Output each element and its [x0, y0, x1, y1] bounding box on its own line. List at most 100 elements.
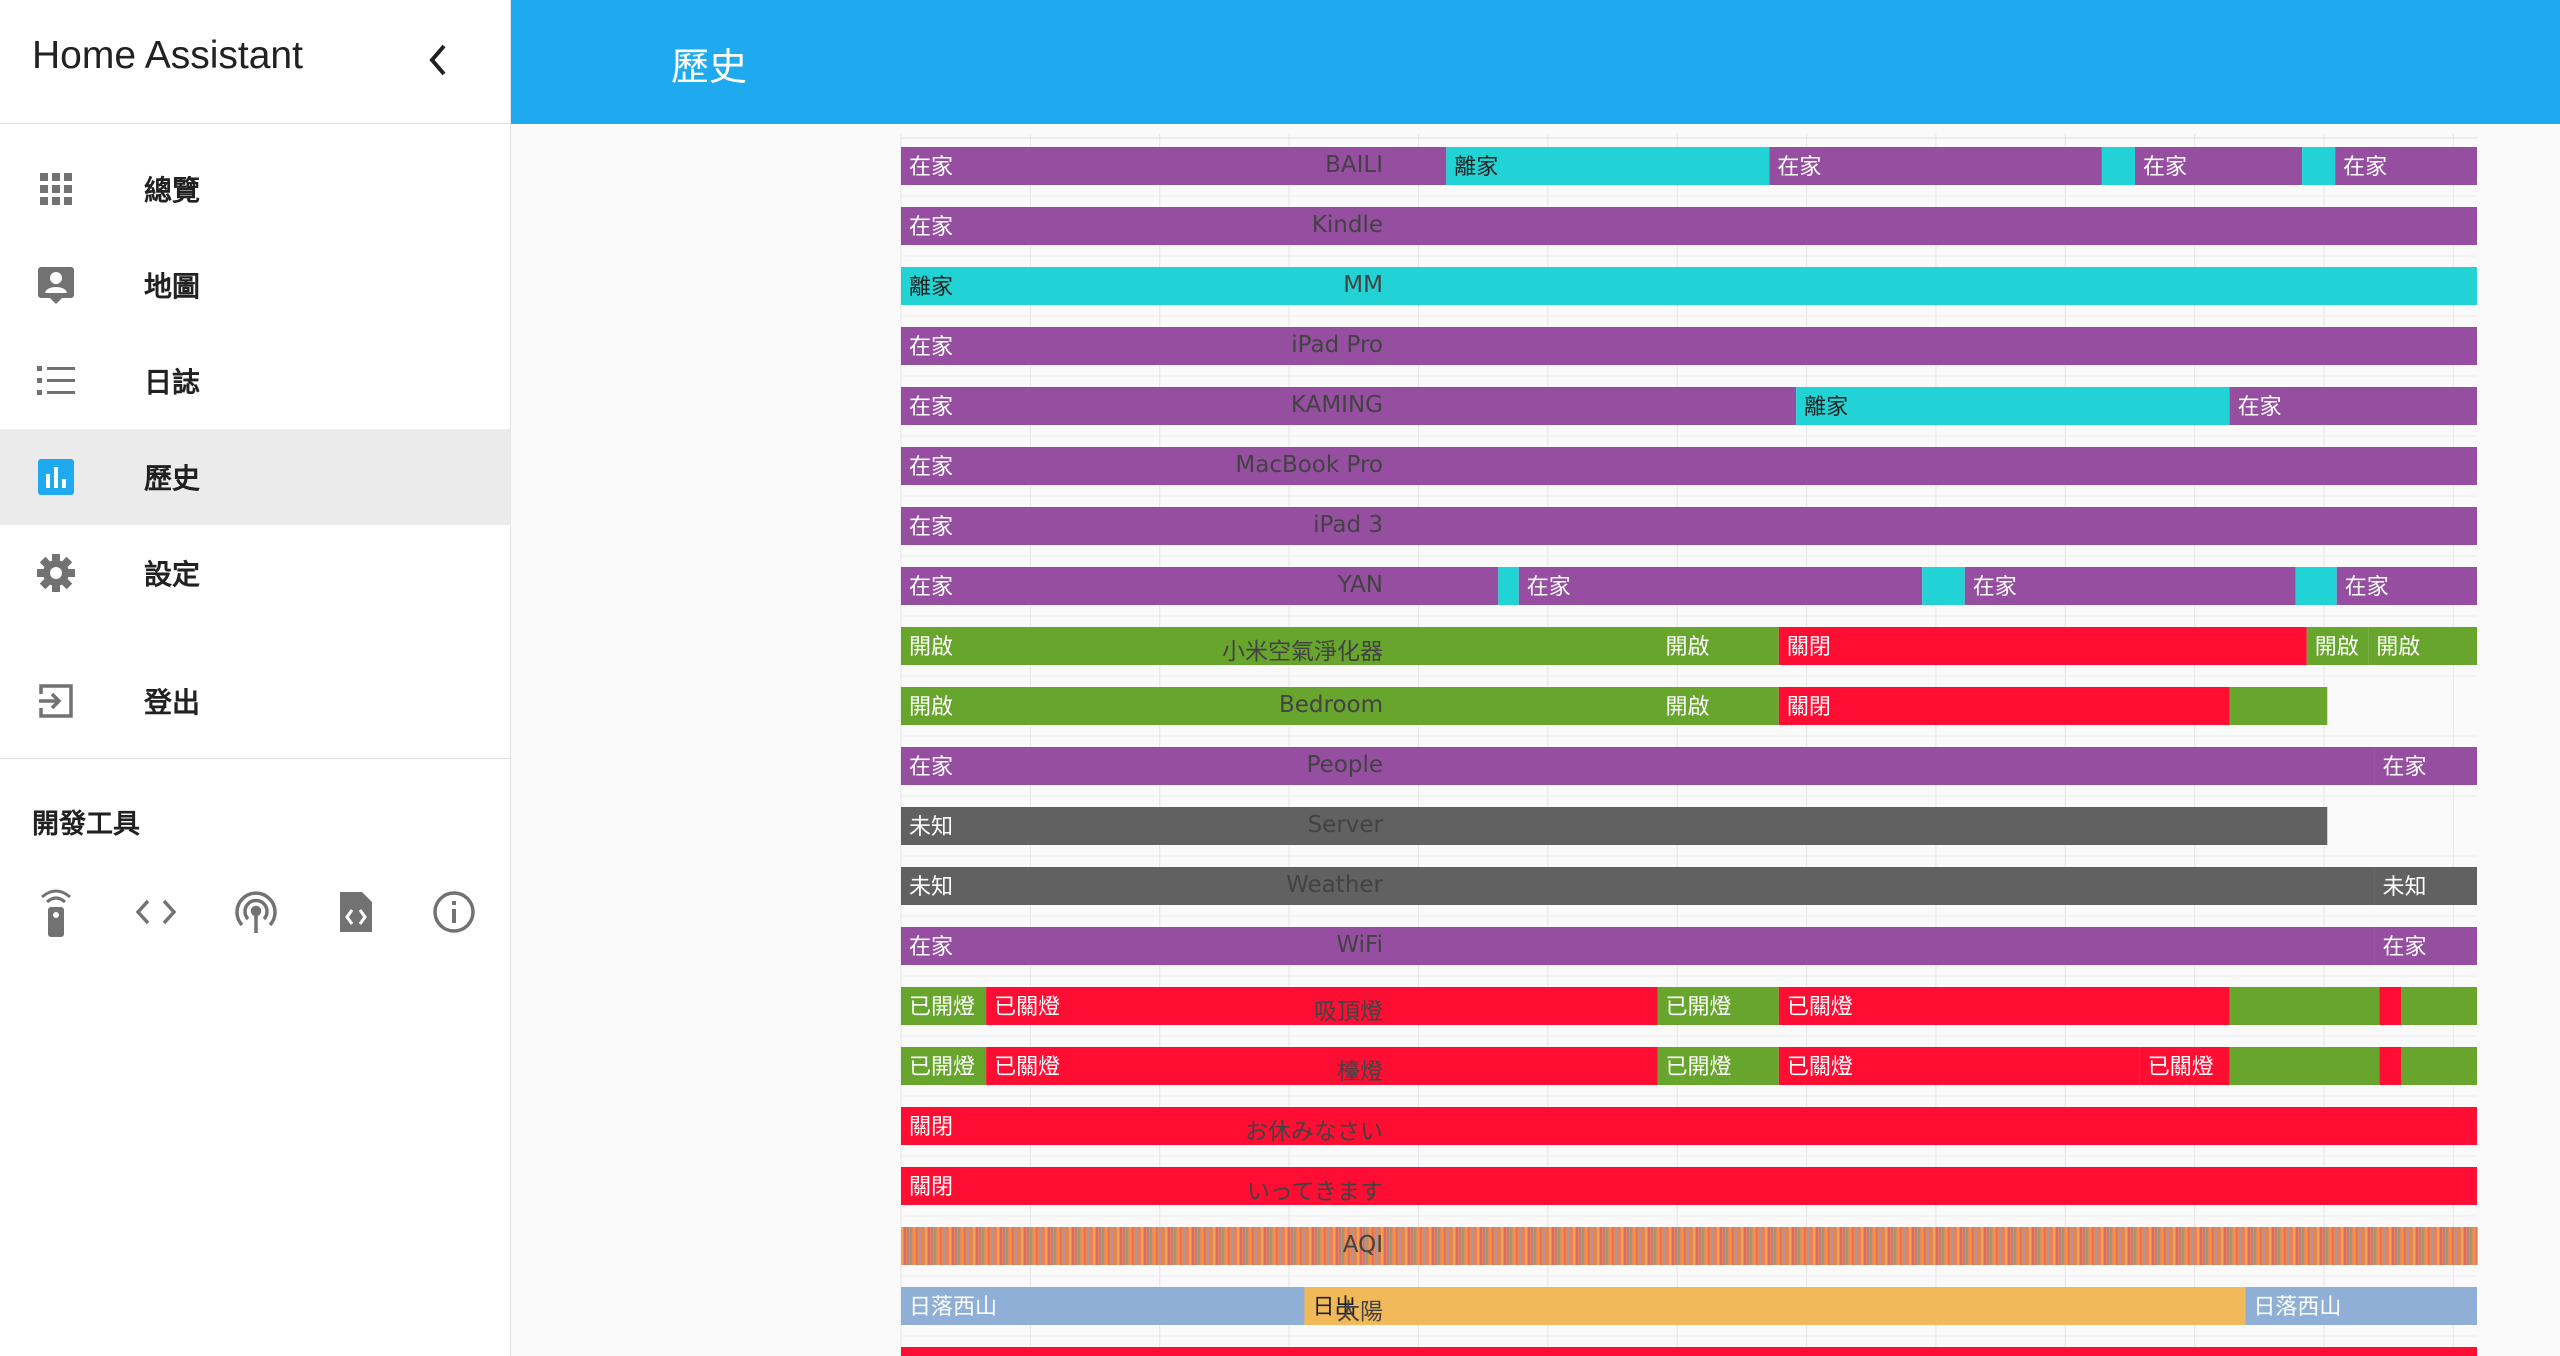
timeline-segment[interactable] — [2101, 147, 2136, 185]
timeline-segment[interactable] — [986, 1047, 1658, 1085]
timeline-segment[interactable] — [2335, 147, 2477, 185]
timeline-segment[interactable] — [1657, 687, 1779, 725]
timeline-segment[interactable] — [901, 867, 2375, 905]
timeline-segment[interactable] — [986, 987, 1658, 1025]
timeline-segment[interactable] — [901, 507, 2477, 545]
timeline-segment[interactable] — [1518, 567, 1923, 605]
timeline-segment[interactable] — [901, 447, 2477, 485]
aqi-stripe — [2344, 1227, 2346, 1265]
aqi-stripe — [2305, 1227, 2307, 1265]
timeline-segment[interactable] — [901, 807, 2328, 845]
code-brackets-icon[interactable] — [126, 882, 186, 942]
timeline-segment[interactable] — [901, 147, 1447, 185]
timeline-segment[interactable] — [1778, 627, 2307, 665]
timeline-segment[interactable] — [2336, 567, 2477, 605]
aqi-stripe — [1849, 1227, 1851, 1265]
timeline-segment[interactable] — [901, 747, 2375, 785]
timeline-segment[interactable] — [2379, 987, 2402, 1025]
timeline-segment[interactable] — [1498, 567, 1519, 605]
aqi-stripe — [1495, 1227, 1497, 1265]
timeline-segment[interactable] — [1657, 627, 1779, 665]
timeline-segment[interactable] — [2379, 1047, 2402, 1085]
info-icon[interactable] — [424, 882, 484, 942]
timeline-segment[interactable] — [2139, 1047, 2230, 1085]
timeline-segment[interactable] — [901, 267, 2477, 305]
timeline-segment[interactable] — [901, 1167, 2477, 1205]
aqi-stripe — [2119, 1227, 2121, 1265]
aqi-stripe — [2416, 1227, 2418, 1265]
aqi-stripe — [2212, 1227, 2214, 1265]
timeline-segment[interactable] — [1446, 147, 1770, 185]
timeline-segment[interactable] — [1769, 147, 2102, 185]
aqi-stripe — [1078, 1227, 1080, 1265]
timeline-segment[interactable] — [2401, 1047, 2477, 1085]
aqi-stripe — [2359, 1227, 2361, 1265]
aqi-stripe — [916, 1227, 918, 1265]
aqi-stripe — [1975, 1227, 1977, 1265]
timeline-segment[interactable] — [2229, 387, 2477, 425]
timeline-segment[interactable] — [901, 627, 1658, 665]
sidebar-item-map[interactable]: 地圖 — [0, 237, 511, 333]
aqi-stripe — [1123, 1227, 1125, 1265]
aqi-stripe — [1405, 1227, 1407, 1265]
aqi-stripe — [1171, 1227, 1173, 1265]
timeline-segment[interactable] — [1796, 387, 2230, 425]
timeline-segment[interactable] — [2374, 867, 2477, 905]
sidebar-item-history[interactable]: 歷史 — [0, 429, 511, 525]
timeline-segment[interactable] — [1964, 567, 2296, 605]
timeline-segment[interactable] — [1778, 1047, 2140, 1085]
timeline-segment[interactable] — [2245, 1287, 2477, 1325]
aqi-stripe — [1087, 1227, 1089, 1265]
timeline-segment[interactable] — [2374, 747, 2477, 785]
timeline-segment[interactable] — [901, 987, 987, 1025]
sidebar-item-settings[interactable]: 設定 — [0, 525, 511, 621]
aqi-stripe — [2233, 1227, 2235, 1265]
aqi-stripe — [1018, 1227, 1020, 1265]
collapse-sidebar-button[interactable] — [420, 38, 456, 82]
timeline-segment[interactable] — [901, 1287, 1305, 1325]
aqi-stripe — [2395, 1227, 2397, 1265]
aqi-stripe — [1963, 1227, 1965, 1265]
timeline-segment[interactable] — [901, 1107, 2477, 1145]
sidebar-item-overview[interactable]: 總覽 — [0, 141, 511, 237]
segment-label: 已關燈 — [1787, 995, 1853, 1020]
timeline-segment[interactable] — [1778, 687, 2230, 725]
aqi-stripe — [2065, 1227, 2067, 1265]
aqi-stripe — [1993, 1227, 1995, 1265]
aqi-stripe — [1036, 1227, 1038, 1265]
timeline-segment[interactable] — [901, 207, 2477, 245]
timeline-segment[interactable] — [2306, 627, 2369, 665]
timeline-segment[interactable] — [2374, 927, 2477, 965]
remote-icon[interactable] — [26, 882, 86, 942]
timeline-segment[interactable] — [1778, 987, 2230, 1025]
sidebar-item-logbook[interactable]: 日誌 — [0, 333, 511, 429]
timeline-segment[interactable] — [901, 1047, 987, 1085]
sidebar: Home Assistant 總覽 地圖 — [0, 0, 511, 1356]
timeline-segment[interactable] — [901, 567, 1499, 605]
timeline-segment[interactable] — [2401, 987, 2477, 1025]
sidebar-item-logout[interactable]: 登出 — [0, 653, 511, 749]
timeline-segment[interactable] — [1304, 1287, 2246, 1325]
broadcast-icon[interactable] — [226, 882, 286, 942]
timeline-segment[interactable] — [1657, 1047, 1779, 1085]
timeline-segment[interactable] — [2302, 147, 2336, 185]
segment-label: 開啟 — [1665, 635, 1709, 660]
file-code-icon[interactable] — [326, 882, 386, 942]
timeline-segment[interactable] — [901, 387, 1797, 425]
aqi-stripe — [1717, 1227, 1719, 1265]
timeline-segment[interactable] — [2368, 627, 2477, 665]
timeline-segment[interactable] — [1657, 987, 1779, 1025]
timeline-segment[interactable] — [901, 327, 2477, 365]
timeline-segment[interactable] — [1922, 567, 1965, 605]
timeline-segment[interactable] — [2229, 687, 2328, 725]
timeline-segment[interactable] — [901, 927, 2375, 965]
timeline-segment[interactable] — [901, 1347, 2477, 1356]
aqi-stripe — [1675, 1227, 1677, 1265]
timeline-segment[interactable] — [2135, 147, 2303, 185]
timeline-segment[interactable] — [901, 687, 1658, 725]
timeline-segment[interactable] — [2229, 987, 2380, 1025]
timeline-segment[interactable] — [2229, 1047, 2380, 1085]
timeline-segment[interactable] — [2295, 567, 2337, 605]
aqi-stripe — [1819, 1227, 1821, 1265]
row-label: WiFi — [1336, 932, 1383, 958]
